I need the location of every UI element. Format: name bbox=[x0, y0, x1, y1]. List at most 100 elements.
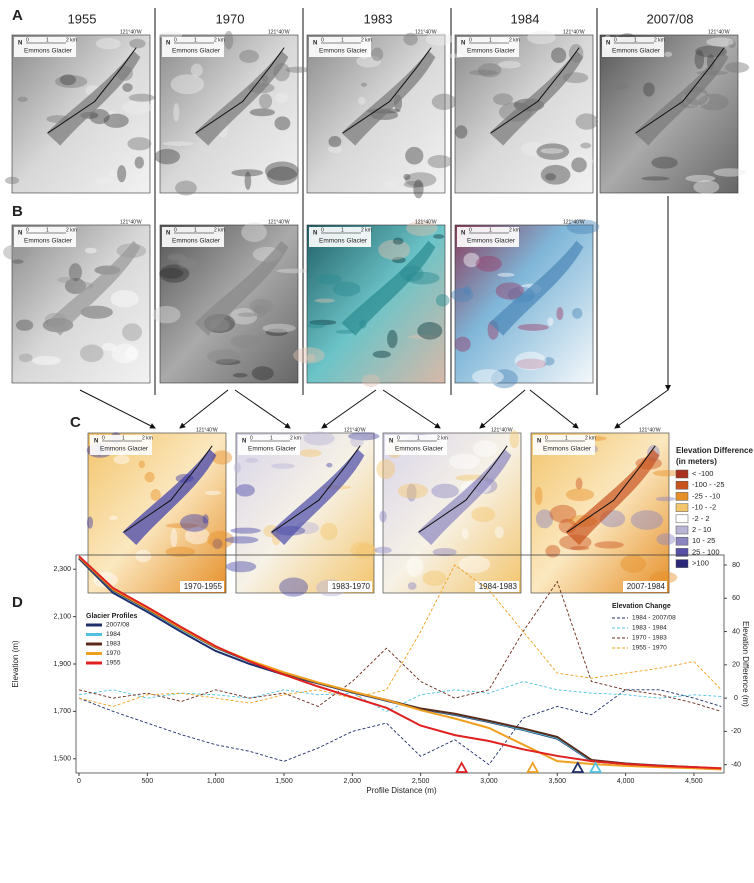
scale-label: 2 km bbox=[509, 227, 520, 233]
legend-swatch bbox=[676, 504, 688, 512]
north-arrow: N bbox=[18, 41, 22, 47]
map-texture bbox=[398, 483, 428, 498]
map-texture bbox=[641, 176, 669, 180]
glacier-name: Emmons Glacier bbox=[467, 48, 516, 55]
scale-label: 1 bbox=[194, 227, 197, 233]
scale-label: 0 bbox=[26, 227, 29, 233]
y-tick-label: 2,300 bbox=[53, 566, 71, 573]
scale-label: 0 bbox=[250, 435, 253, 441]
map-texture bbox=[498, 61, 520, 69]
x-tick-label: 4,500 bbox=[685, 778, 703, 785]
map-texture bbox=[109, 170, 117, 178]
map-texture bbox=[151, 489, 161, 501]
map-texture bbox=[545, 545, 560, 557]
map-texture bbox=[226, 561, 256, 572]
map-texture bbox=[241, 222, 267, 242]
longitude-label: 121°40'W bbox=[708, 29, 730, 35]
legend-label: 2 - 10 bbox=[692, 525, 711, 534]
map-texture bbox=[594, 541, 623, 548]
terminus-marker bbox=[457, 763, 467, 772]
north-arrow: N bbox=[242, 439, 246, 445]
legend-swatch bbox=[676, 470, 688, 478]
map-texture bbox=[379, 511, 386, 523]
map-texture bbox=[333, 282, 361, 297]
map-texture bbox=[205, 491, 221, 495]
scale-label: 2 km bbox=[290, 435, 301, 441]
map-texture bbox=[130, 174, 146, 183]
map-caption: 1970-1955 bbox=[184, 582, 223, 591]
map-texture bbox=[371, 47, 383, 61]
scale-label: 0 bbox=[26, 37, 29, 43]
legend-label: < -100 bbox=[692, 469, 713, 478]
map-caption: 1983-1970 bbox=[332, 582, 371, 591]
map-texture bbox=[114, 455, 130, 464]
map-texture bbox=[693, 180, 719, 194]
map-texture bbox=[180, 514, 209, 532]
north-arrow: N bbox=[537, 439, 541, 445]
glacier-name: Emmons Glacier bbox=[248, 446, 297, 453]
map-texture bbox=[293, 347, 325, 363]
y-tick-label: 2,100 bbox=[53, 613, 71, 620]
y-tick-label: 1,900 bbox=[53, 661, 71, 668]
map-texture bbox=[495, 526, 504, 538]
map-texture bbox=[373, 351, 391, 358]
glacier-name: Emmons Glacier bbox=[612, 48, 661, 55]
map-texture bbox=[16, 320, 33, 331]
panel-label: A bbox=[12, 7, 23, 24]
map-texture bbox=[631, 510, 663, 530]
scale-label: 1 bbox=[489, 227, 492, 233]
map-texture bbox=[472, 369, 504, 384]
map-texture bbox=[316, 274, 342, 285]
map-image: N012 kmEmmons Glacier121°40'W bbox=[154, 29, 309, 195]
map-texture bbox=[236, 484, 255, 496]
legend-label: >100 bbox=[692, 559, 709, 568]
map-texture bbox=[122, 100, 152, 114]
glacier-name: Emmons Glacier bbox=[395, 446, 444, 453]
map-texture bbox=[432, 94, 457, 110]
map-texture bbox=[191, 64, 203, 77]
year-heading: 1970 bbox=[216, 11, 245, 26]
longitude-label: 121°40'W bbox=[344, 427, 366, 433]
map-texture bbox=[362, 374, 381, 387]
map-texture bbox=[122, 323, 142, 341]
scale-label: 1 bbox=[46, 37, 49, 43]
map-texture bbox=[451, 288, 473, 302]
map-image: N012 kmEmmons Glacier121°40'W bbox=[600, 29, 749, 193]
map-image: N012 kmEmmons Glacier121°40'W bbox=[374, 427, 521, 593]
map-texture bbox=[576, 113, 598, 129]
scale-label: 1 bbox=[489, 37, 492, 43]
scale-label: 0 bbox=[469, 37, 472, 43]
map-texture bbox=[436, 294, 450, 306]
legend-swatch bbox=[676, 515, 688, 523]
x-tick-label: 3,000 bbox=[480, 778, 498, 785]
map-texture bbox=[175, 181, 197, 196]
map-texture bbox=[664, 52, 672, 57]
map-texture bbox=[117, 165, 126, 182]
map-texture bbox=[376, 459, 395, 479]
map-texture bbox=[580, 143, 591, 149]
map-texture bbox=[57, 277, 74, 283]
map-texture bbox=[527, 31, 556, 44]
panel-label: B bbox=[12, 203, 23, 220]
map-texture bbox=[5, 177, 19, 184]
map-texture bbox=[224, 31, 233, 50]
longitude-label: 121°40'W bbox=[268, 219, 290, 225]
north-arrow: N bbox=[166, 41, 170, 47]
map-texture bbox=[406, 557, 423, 577]
legend-label: 1955 - 1970 bbox=[632, 645, 667, 652]
map-texture bbox=[545, 173, 556, 180]
map-texture bbox=[393, 238, 404, 245]
scale-label: 0 bbox=[174, 227, 177, 233]
map-texture bbox=[515, 352, 547, 371]
map-image: N012 kmEmmons Glacier121°40'W bbox=[307, 29, 457, 198]
legend-label: -100 - -25 bbox=[692, 480, 725, 489]
map-texture bbox=[551, 48, 566, 63]
longitude-label: 121°40'W bbox=[563, 219, 585, 225]
map-texture bbox=[145, 472, 155, 482]
scale-label: 0 bbox=[397, 435, 400, 441]
longitude-label: 121°40'W bbox=[415, 29, 437, 35]
scale-label: 0 bbox=[469, 227, 472, 233]
legend-swatch bbox=[676, 481, 688, 489]
map-texture bbox=[160, 268, 183, 279]
scale-label: 1 bbox=[417, 435, 420, 441]
